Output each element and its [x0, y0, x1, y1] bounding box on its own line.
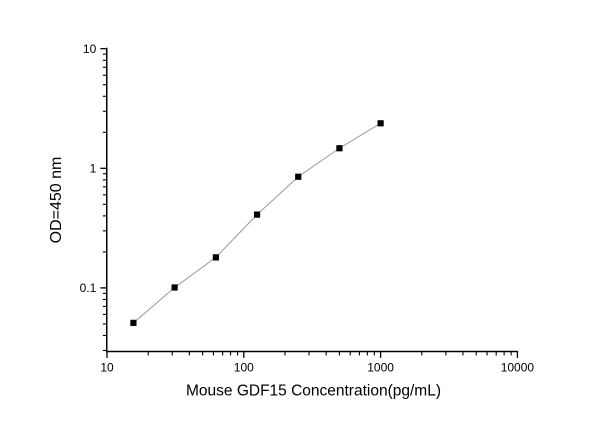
svg-text:0.1: 0.1	[80, 281, 97, 295]
svg-text:OD=450 nm: OD=450 nm	[48, 157, 65, 244]
svg-text:10000: 10000	[501, 360, 535, 374]
svg-text:1: 1	[90, 162, 97, 176]
svg-text:1000: 1000	[367, 360, 394, 374]
svg-text:Mouse GDF15 Concentration(pg/m: Mouse GDF15 Concentration(pg/mL)	[186, 383, 441, 400]
svg-text:100: 100	[234, 360, 254, 374]
svg-text:10: 10	[83, 42, 97, 56]
svg-text:10: 10	[100, 360, 114, 374]
